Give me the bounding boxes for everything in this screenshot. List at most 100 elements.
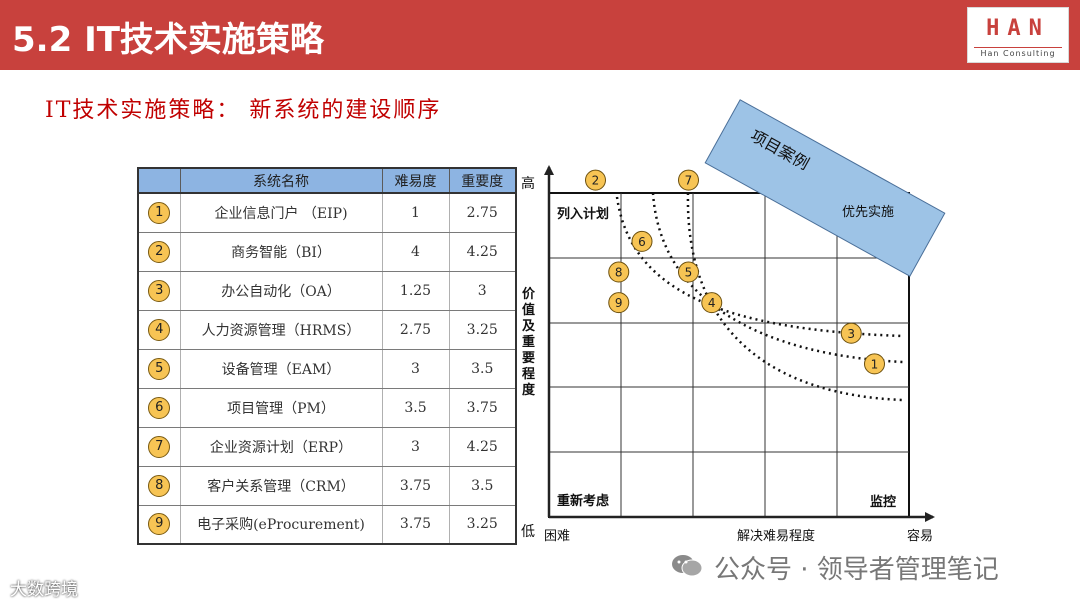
marker-number: 1 xyxy=(871,357,879,371)
difficulty-cell: 2.75 xyxy=(382,310,450,350)
row-number-badge: 8 xyxy=(148,474,171,497)
importance-cell: 3.25 xyxy=(449,505,517,545)
system-marker-6: 6 xyxy=(631,230,653,252)
row-number-cell: 6 xyxy=(138,388,181,428)
table-row: 2 商务智能（BI） 4 4.25 xyxy=(138,232,517,272)
quadrant-priority-label: 优先实施 xyxy=(842,205,894,220)
row-number-cell: 1 xyxy=(138,193,181,233)
banner-box xyxy=(704,99,946,277)
marker-number: 2 xyxy=(592,174,600,188)
title-bar: 5.2 IT技术实施策略 HAN Han Consulting xyxy=(0,0,1080,70)
row-number-cell: 2 xyxy=(138,232,181,272)
row-number-badge: 6 xyxy=(148,396,171,419)
system-name-cell: 企业信息门户 （EIP) xyxy=(180,193,383,233)
row-number-badge: 7 xyxy=(148,435,171,458)
system-name-cell: 商务智能（BI） xyxy=(180,232,383,272)
quadrant-plan-label: 列入计划 xyxy=(557,206,609,222)
row-number-badge: 4 xyxy=(148,318,171,341)
han-logo: HAN Han Consulting xyxy=(967,7,1069,63)
difficulty-cell: 3.75 xyxy=(382,505,450,545)
marker-circle xyxy=(840,322,862,344)
difficulty-cell: 1 xyxy=(382,193,450,233)
x-axis-right-label: 容易 xyxy=(907,528,933,544)
slide-subtitle: IT技术实施策略： 新系统的建设顺序 xyxy=(45,98,442,123)
marker-circle xyxy=(608,292,630,314)
row-number-cell: 4 xyxy=(138,310,181,350)
matrix-grid xyxy=(549,193,909,517)
row-number-cell: 9 xyxy=(138,505,181,545)
wechat-icon xyxy=(672,555,703,577)
x-axis-title: 解决难易程度 xyxy=(737,528,815,544)
logo-text: HAN xyxy=(986,16,1050,41)
logo-divider xyxy=(974,47,1062,48)
difficulty-cell: 3 xyxy=(382,349,450,389)
system-marker-9: 9 xyxy=(608,292,630,314)
row-number-badge: 9 xyxy=(148,513,171,536)
table-row: 5 设备管理（EAM） 3 3.5 xyxy=(138,349,517,389)
y-axis-title: 价值及重要程度 xyxy=(522,287,536,398)
marker-number: 6 xyxy=(638,235,646,249)
system-marker-8: 8 xyxy=(608,261,630,283)
system-name-cell: 客户关系管理（CRM） xyxy=(180,466,383,506)
table-row: 7 企业资源计划（ERP） 3 4.25 xyxy=(138,427,517,467)
importance-cell: 3.5 xyxy=(449,349,517,389)
marker-circle xyxy=(864,353,885,375)
importance-cell: 3.75 xyxy=(449,388,517,428)
importance-cell: 3.5 xyxy=(449,466,517,506)
table-row: 8 客户关系管理（CRM） 3.75 3.5 xyxy=(138,466,517,506)
system-marker-5: 5 xyxy=(678,261,699,283)
row-number-badge: 1 xyxy=(148,201,171,224)
row-number-cell: 5 xyxy=(138,349,181,389)
priority-curve-3 xyxy=(686,192,904,402)
header-system-name: 系统名称 xyxy=(179,167,383,194)
marker-number: 9 xyxy=(615,296,623,310)
system-name-cell: 设备管理（EAM） xyxy=(180,349,383,389)
importance-cell: 4.25 xyxy=(449,427,517,467)
system-name-cell: 办公自动化（OA） xyxy=(180,271,383,311)
row-number-badge: 2 xyxy=(148,240,171,263)
marker-number: 4 xyxy=(708,296,716,310)
marker-circle xyxy=(701,292,723,314)
slide-title: 5.2 IT技术实施策略 xyxy=(12,20,324,60)
marker-circle xyxy=(678,261,699,283)
header-importance: 重要度 xyxy=(448,167,517,194)
x-axis-left-label: 困难 xyxy=(544,529,570,544)
marker-circle xyxy=(608,261,630,283)
marker-number: 5 xyxy=(685,266,693,280)
table-header-row: 系统名称 难易度 重要度 xyxy=(137,167,517,194)
y-axis-high-label: 高 xyxy=(521,175,535,192)
table-row: 4 人力资源管理（HRMS） 2.75 3.25 xyxy=(138,310,517,350)
difficulty-cell: 3 xyxy=(382,427,450,467)
priority-curve-2 xyxy=(651,192,904,364)
table-row: 3 办公自动化（OA） 1.25 3 xyxy=(138,271,517,311)
system-marker-7: 7 xyxy=(678,169,699,191)
matrix-frame xyxy=(548,192,910,518)
project-case-banner: 项目案例 xyxy=(704,99,946,277)
marker-circle xyxy=(631,230,653,252)
table-row: 1 企业信息门户 （EIP) 1 2.75 xyxy=(138,193,517,233)
importance-cell: 3 xyxy=(449,271,517,311)
marker-circle xyxy=(678,169,699,191)
quadrant-reconsider-label: 重新考虑 xyxy=(557,493,609,509)
system-marker-3: 3 xyxy=(840,322,862,344)
system-marker-2: 2 xyxy=(585,169,606,191)
difficulty-cell: 1.25 xyxy=(382,271,450,311)
system-name-cell: 人力资源管理（HRMS） xyxy=(180,310,383,350)
difficulty-cell: 3.5 xyxy=(382,388,450,428)
system-name-cell: 企业资源计划（ERP） xyxy=(180,427,383,467)
corner-watermark: 大数跨境 xyxy=(10,580,78,600)
difficulty-cell: 3.75 xyxy=(382,466,450,506)
marker-number: 8 xyxy=(615,266,623,280)
quadrant-monitor-label: 监控 xyxy=(870,494,896,510)
header-difficulty: 难易度 xyxy=(381,167,450,194)
system-table: 系统名称 难易度 重要度 1 企业信息门户 （EIP) 1 2.75 2 商务智能（BI）… xyxy=(137,167,517,545)
table-row: 9 电子采购(eProcurement) 3.75 3.25 xyxy=(138,505,517,545)
marker-number: 7 xyxy=(685,174,693,188)
difficulty-cell: 4 xyxy=(382,232,450,272)
marker-number: 3 xyxy=(847,327,855,341)
table-row: 6 项目管理（PM） 3.5 3.75 xyxy=(138,388,517,428)
marker-circle xyxy=(585,169,606,191)
system-markers: 1 2 3 4 5 6 7 8 9 xyxy=(585,169,885,375)
importance-cell: 3.25 xyxy=(449,310,517,350)
